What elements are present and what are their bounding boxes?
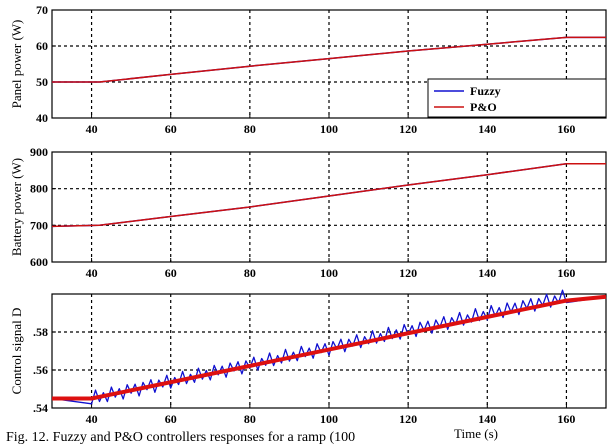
y-tick-label: 600 [30, 255, 48, 269]
x-axis-label: Time (s) [454, 426, 498, 441]
y-axis-label: Battery power (W) [9, 158, 24, 256]
x-tick-label: 140 [478, 266, 496, 280]
y-tick-label: .58 [33, 325, 48, 339]
x-tick-label: 80 [244, 266, 256, 280]
series-p-o-line [52, 294, 607, 401]
y-axis-label: Panel power (W) [9, 20, 24, 109]
y-tick-label: 50 [36, 75, 48, 89]
y-tick-label: .56 [33, 363, 48, 377]
x-tick-label: 40 [86, 122, 98, 136]
y-tick-label: 700 [30, 218, 48, 232]
y-tick-label: 70 [36, 3, 48, 17]
legend-label: Fuzzy [470, 84, 501, 98]
x-tick-label: 60 [165, 412, 177, 426]
y-tick-label: 900 [30, 145, 48, 159]
x-tick-label: 40 [86, 266, 98, 280]
subplot-1: 40 60 80 100 120 140 160 40 50 60 70 Panel power (W… [9, 3, 607, 136]
figure-caption: Fig. 12. Fuzzy and P&O controllers respo… [6, 430, 356, 445]
x-tick-label: 160 [557, 266, 575, 280]
legend-box [427, 78, 607, 118]
subplot-2: 40 60 80 100 120 140 160 600 700 800 900 Battery po… [9, 145, 607, 280]
x-tick-label: 120 [399, 412, 417, 426]
x-tick-label: 100 [320, 122, 338, 136]
series-p-o-line [51, 162, 606, 228]
y-tick-label: 40 [36, 111, 48, 125]
x-tick-label: 100 [320, 412, 338, 426]
legend-label: P&O [470, 100, 497, 114]
x-tick-label: 60 [165, 122, 177, 136]
subplot-3: 40 60 80 100 120 140 160 .54 .56 .58 Control signa… [9, 289, 607, 441]
legend: Fuzzy P&O [427, 78, 607, 118]
y-tick-label: 800 [30, 182, 48, 196]
y-tick-label: .54 [33, 401, 48, 415]
x-tick-label: 120 [399, 122, 417, 136]
y-axis-label: Control signal D [9, 308, 24, 395]
x-tick-label: 40 [86, 412, 98, 426]
x-tick-label: 160 [557, 122, 575, 136]
y-tick-label: 60 [36, 39, 48, 53]
series-fuzzy-line [51, 289, 607, 405]
x-tick-label: 60 [165, 266, 177, 280]
x-tick-label: 100 [320, 266, 338, 280]
x-tick-label: 80 [244, 122, 256, 136]
series-p-o-line [52, 36, 606, 83]
x-tick-label: 140 [478, 122, 496, 136]
x-tick-label: 80 [244, 412, 256, 426]
x-tick-label: 120 [399, 266, 417, 280]
x-tick-label: 160 [557, 412, 575, 426]
x-tick-label: 140 [478, 412, 496, 426]
